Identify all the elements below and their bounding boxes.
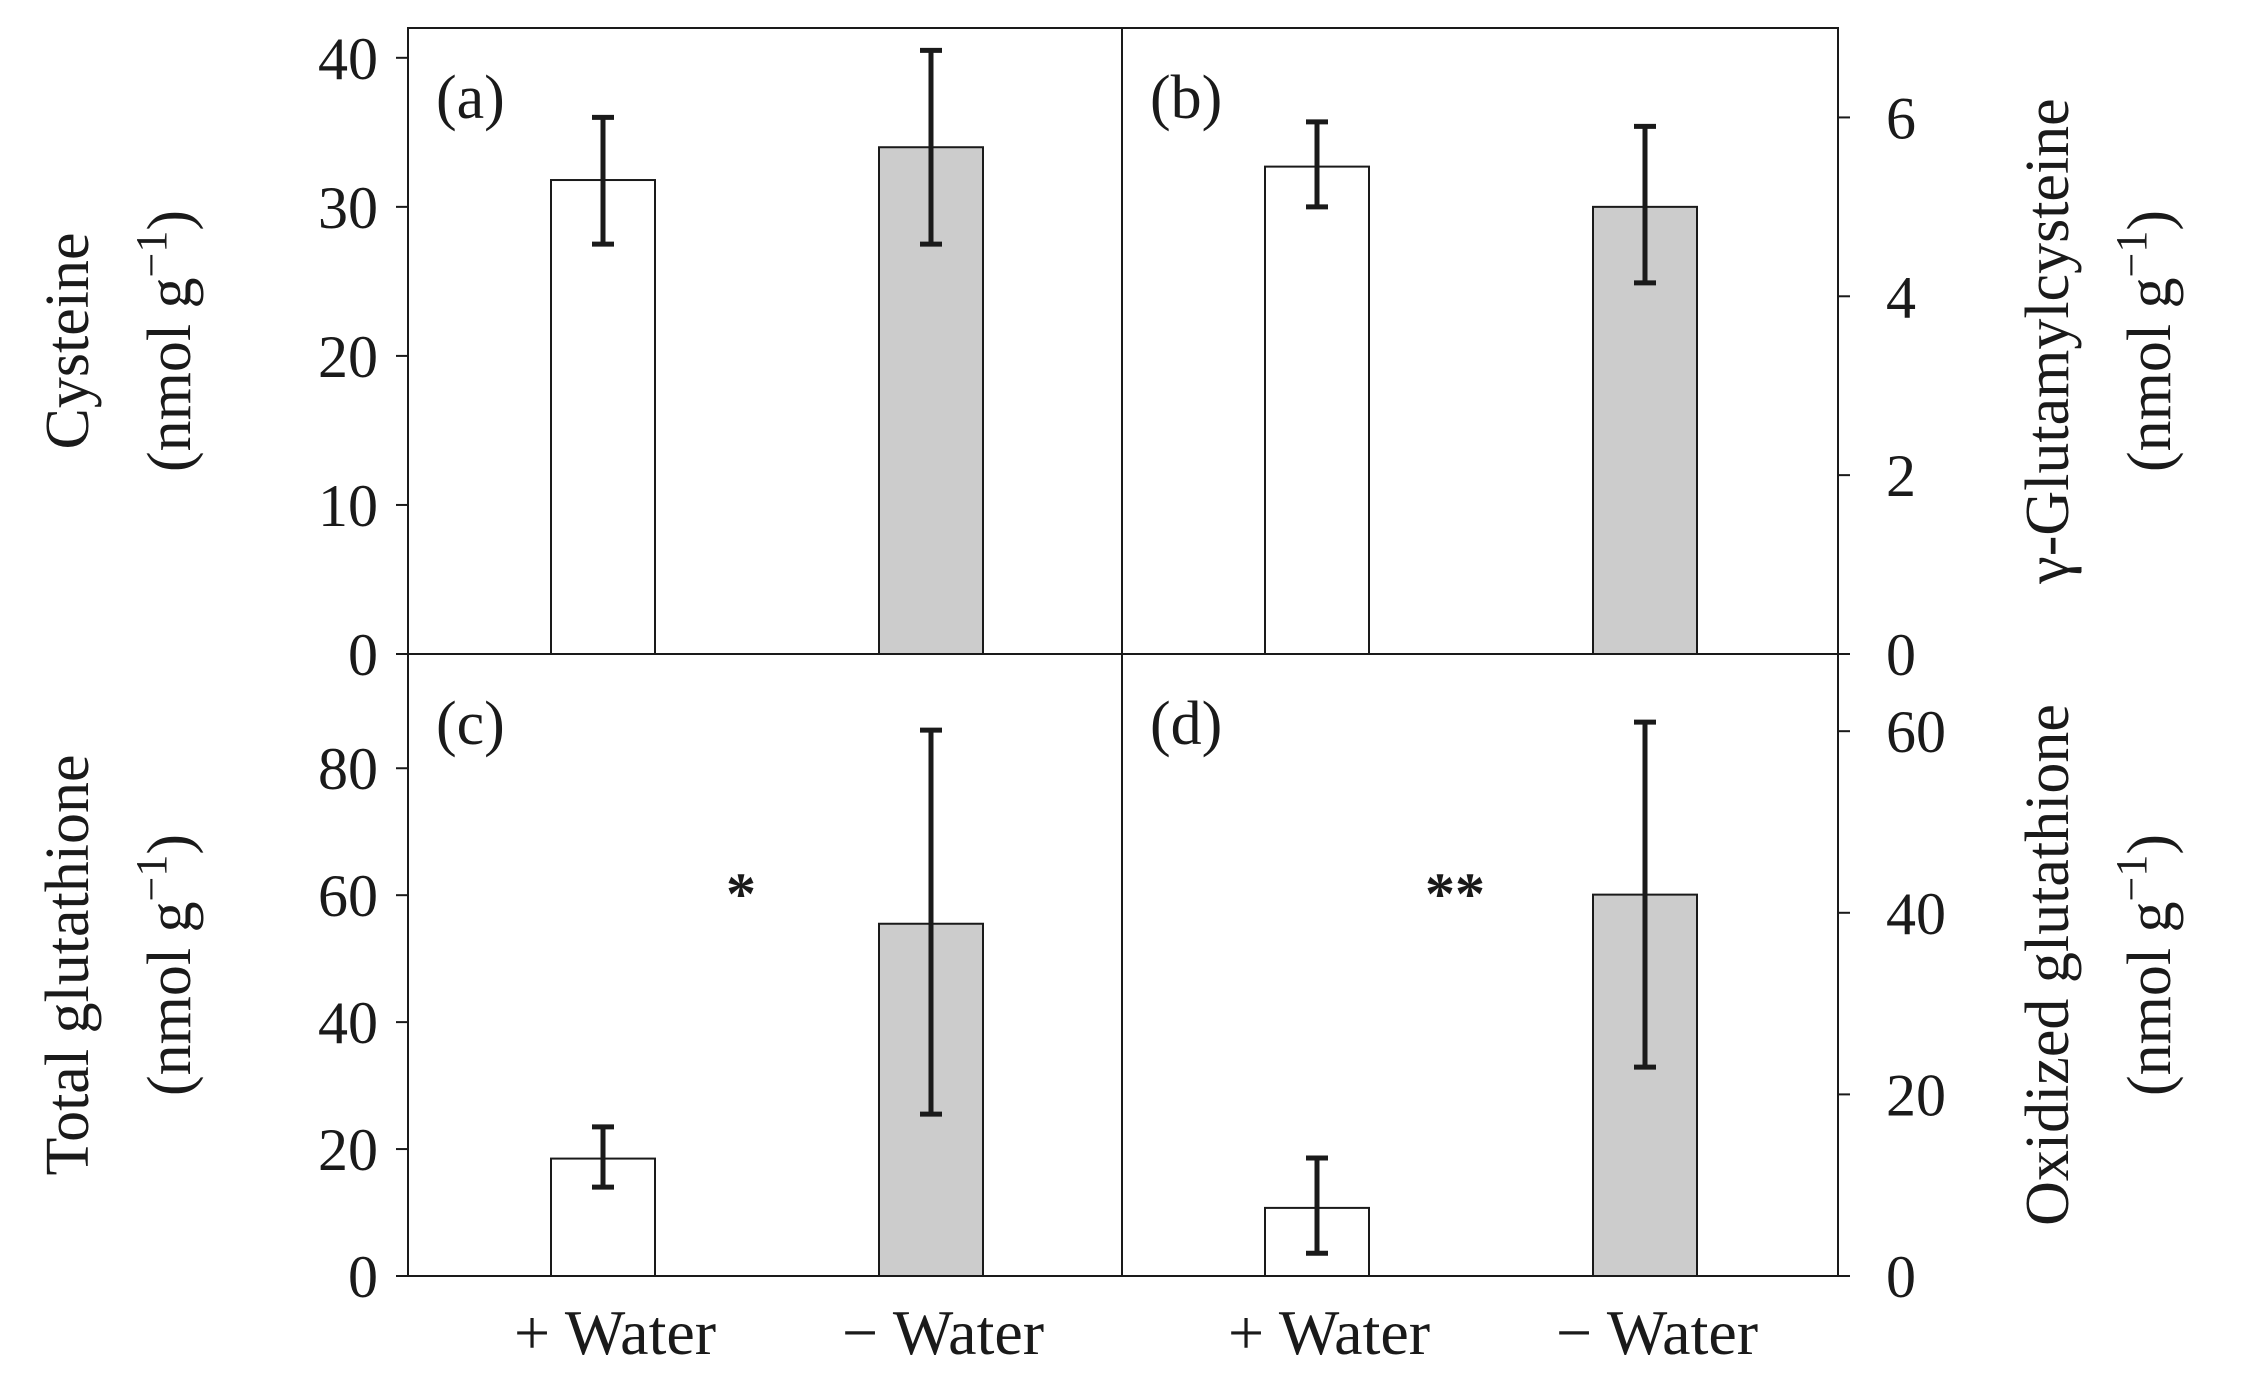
- y-axis-title-a: Cysteine: [34, 233, 102, 450]
- x-category-label-c-minus-water: − Water: [842, 1297, 1044, 1368]
- panel-c: (c) *: [436, 690, 984, 1278]
- y-axis-unit-b: (nmol g−1): [2107, 210, 2184, 472]
- y-axis-unit-text: (nmol g: [136, 277, 204, 472]
- error-bar-d-plus-water: [1306, 1155, 1328, 1256]
- y-tick-label-b: 0: [1886, 622, 1916, 688]
- x-category-label-d-minus-water: − Water: [1556, 1297, 1758, 1368]
- y-tick-label-d: 0: [1886, 1244, 1916, 1310]
- panel-a: (a): [436, 47, 984, 655]
- error-bar-b-plus-water: [1306, 119, 1328, 210]
- y-tick-label-b: 2: [1886, 443, 1916, 509]
- x-category-label-d-plus-water: + Water: [1228, 1297, 1430, 1368]
- panel-b: (b): [1150, 64, 1698, 655]
- y-axis-title-b: γ-Glutamylcysteine: [2014, 98, 2082, 584]
- y-tick-label-c: 0: [348, 1244, 378, 1310]
- error-bar-c-plus-water: [592, 1124, 614, 1190]
- x-category-label-c-plus-water: + Water: [514, 1297, 716, 1368]
- y-tick-label-d: 60: [1886, 699, 1946, 765]
- y-axis-c: 0 20 40 60 80: [318, 736, 408, 1310]
- y-axis-b: 0 2 4 6: [1838, 85, 1916, 688]
- y-axis-unit-superscript: −1: [127, 855, 176, 902]
- panel-label-c: (c): [436, 690, 505, 758]
- panels: (a) (b) (c) * (d) **: [436, 47, 1698, 1278]
- y-axis-unit-close: ): [136, 210, 204, 231]
- bar-a-plus-water: [550, 179, 656, 655]
- panel-label-d: (d): [1150, 690, 1222, 758]
- error-bar-d-minus-water: [1634, 719, 1656, 1070]
- y-tick-label-d: 20: [1886, 1062, 1946, 1128]
- error-bar-b-minus-water: [1634, 123, 1656, 286]
- y-axis-title-d: Oxidized glutathione: [2014, 704, 2082, 1226]
- y-axis-unit-d: (nmol g−1): [2107, 834, 2184, 1096]
- y-axis-unit-superscript: −1: [2107, 855, 2156, 902]
- y-tick-label-b: 6: [1886, 85, 1916, 151]
- error-bar-a-plus-water: [592, 114, 614, 247]
- y-axis-unit-close: ): [2116, 834, 2184, 855]
- significance-marker-d: **: [1425, 861, 1485, 927]
- y-tick-label-c: 80: [318, 736, 378, 802]
- axis-titles: Cysteine (nmol g−1) γ-Glutamylcysteine (nmo…: [34, 98, 2184, 1226]
- error-bar-a-minus-water: [920, 47, 942, 247]
- y-tick-label-c: 40: [318, 990, 378, 1056]
- y-axis-unit-text: (nmol g: [2116, 277, 2184, 472]
- y-axis-unit-text: (nmol g: [136, 901, 204, 1096]
- panel-label-a: (a): [436, 64, 505, 132]
- y-tick-label-a: 20: [318, 324, 378, 390]
- y-axis-unit-close: ): [136, 834, 204, 855]
- y-axis-d: 0 20 40 60: [1838, 699, 1946, 1310]
- y-tick-label-d: 40: [1886, 881, 1946, 947]
- y-axis-unit-superscript: −1: [2107, 231, 2156, 278]
- y-axis-unit-superscript: −1: [127, 231, 176, 278]
- category-labels: + Water − Water + Water − Water: [514, 1297, 1758, 1368]
- y-axis-unit-close: ): [2116, 210, 2184, 231]
- y-tick-label-c: 20: [318, 1117, 378, 1183]
- y-axis-unit-a: (nmol g−1): [127, 210, 204, 472]
- y-tick-label-a: 40: [318, 26, 378, 92]
- panel-label-b: (b): [1150, 64, 1222, 132]
- y-tick-label-c: 60: [318, 863, 378, 929]
- y-axis-title-c: Total glutathione: [34, 755, 102, 1176]
- y-axis-a: 0 10 20 30 40: [318, 26, 408, 688]
- significance-marker-c: *: [726, 861, 756, 927]
- y-axis-unit-c: (nmol g−1): [127, 834, 204, 1096]
- y-tick-label-a: 10: [318, 473, 378, 539]
- y-tick-label-a: 30: [318, 175, 378, 241]
- error-bar-c-minus-water: [920, 727, 942, 1117]
- y-tick-label-a: 0: [348, 622, 378, 688]
- bar-b-plus-water: [1264, 165, 1370, 655]
- y-axis-unit-text: (nmol g: [2116, 901, 2184, 1096]
- y-tick-label-b: 4: [1886, 264, 1916, 330]
- panel-d: (d) **: [1150, 690, 1698, 1278]
